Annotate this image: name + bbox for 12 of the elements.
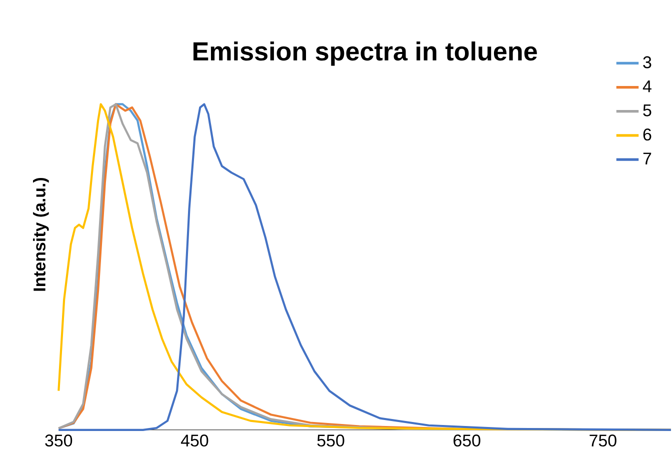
legend-label: 5: [643, 104, 652, 116]
legend-label: 3: [643, 56, 652, 68]
legend-label: 7: [643, 152, 652, 164]
chart-title: Emission spectra in toluene: [194, 41, 537, 66]
x-tick-label: 750: [590, 434, 616, 447]
legend-label: 4: [642, 80, 652, 92]
x-tick-label: 450: [180, 434, 208, 447]
y-axis-title: Intensity (a.u.): [33, 178, 49, 291]
legend-label: 6: [643, 128, 652, 141]
x-tick-label: 350: [45, 434, 72, 447]
x-tick-label: 550: [317, 434, 344, 447]
x-tick-label: 650: [454, 434, 480, 447]
